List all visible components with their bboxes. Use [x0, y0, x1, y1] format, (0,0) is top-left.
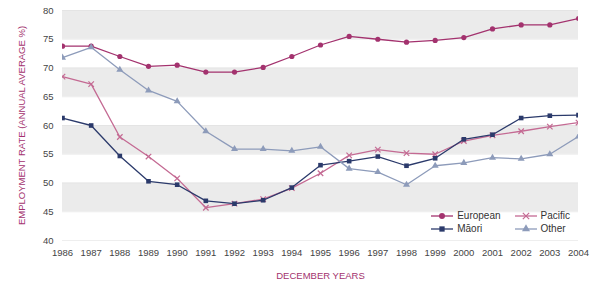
svg-text:2004: 2004	[568, 247, 589, 258]
svg-text:1998: 1998	[396, 247, 417, 258]
svg-text:55: 55	[43, 148, 54, 159]
svg-text:DECEMBER YEARS: DECEMBER YEARS	[276, 270, 365, 281]
svg-text:75: 75	[43, 33, 54, 44]
svg-text:1987: 1987	[81, 247, 102, 258]
svg-text:1994: 1994	[281, 247, 302, 258]
html-text:Pacific: Pacific	[540, 210, 570, 221]
html-text:Māori: Māori	[457, 223, 483, 234]
svg-text:1986: 1986	[52, 247, 73, 258]
svg-text:1989: 1989	[138, 247, 159, 258]
html-text:European: European	[457, 210, 501, 221]
svg-text:80: 80	[43, 5, 54, 16]
svg-text:1996: 1996	[339, 247, 360, 258]
svg-text:70: 70	[43, 62, 54, 73]
svg-text:65: 65	[43, 91, 54, 102]
svg-text:1999: 1999	[425, 247, 446, 258]
svg-text:1988: 1988	[109, 247, 130, 258]
svg-text:2001: 2001	[482, 247, 503, 258]
svg-text:2000: 2000	[453, 247, 474, 258]
svg-text:2003: 2003	[539, 247, 560, 258]
svg-text:1990: 1990	[167, 247, 188, 258]
svg-text:1997: 1997	[367, 247, 388, 258]
svg-text:1992: 1992	[224, 247, 245, 258]
svg-text:45: 45	[43, 206, 54, 217]
svg-text:40: 40	[43, 235, 54, 246]
svg-text:50: 50	[43, 177, 54, 188]
svg-text:1993: 1993	[253, 247, 274, 258]
svg-text:1991: 1991	[195, 247, 216, 258]
svg-text:60: 60	[43, 120, 54, 131]
svg-text:2002: 2002	[511, 247, 532, 258]
svg-text:1995: 1995	[310, 247, 331, 258]
svg-text:EMPLOYMENT RATE (ANNUAL AVERAG: EMPLOYMENT RATE (ANNUAL AVERAGE %)	[16, 26, 27, 225]
html-text:Other: Other	[540, 223, 566, 234]
